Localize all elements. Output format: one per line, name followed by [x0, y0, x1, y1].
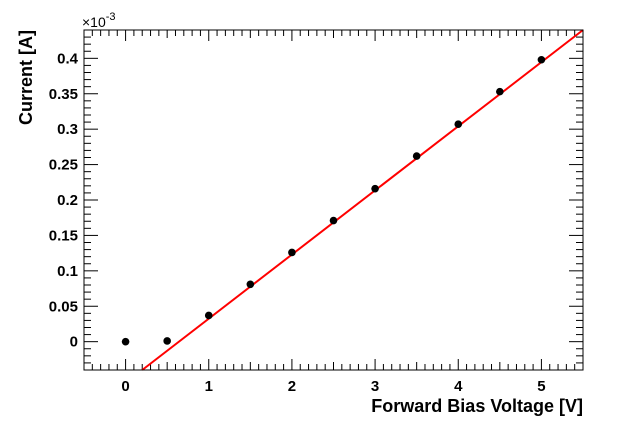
plot-frame [83, 29, 584, 371]
multiplier-base: ×10 [82, 14, 106, 30]
y-tick-label: 0 [70, 334, 78, 351]
data-point [121, 337, 130, 346]
x-tick-label: 5 [537, 378, 545, 395]
y-tick-label: 0.35 [49, 86, 78, 103]
x-axis-title: Forward Bias Voltage [V] [371, 396, 583, 416]
data-point [204, 311, 213, 320]
data-point [454, 120, 463, 129]
y-axis-title: Current [A] [16, 30, 36, 125]
y-tick-label: 0.2 [57, 192, 78, 209]
x-tick-label: 3 [371, 378, 379, 395]
x-tick-label: 0 [121, 378, 129, 395]
x-tick-label: 4 [454, 378, 463, 395]
y-axis-multiplier: ×10-3 [82, 11, 116, 30]
x-tick-label: 2 [288, 378, 296, 395]
data-point [537, 55, 546, 64]
data-point [412, 152, 421, 160]
multiplier-exponent: -3 [106, 11, 116, 23]
y-tick-label: 0.1 [57, 263, 78, 280]
axis-tick-labels: 0 1 2 3 4 5 0 0.05 0.1 0.15 0.2 0.25 0.3 0.35 0.4 [49, 50, 546, 395]
data-point [329, 216, 338, 225]
y-tick-label: 0.25 [49, 157, 78, 174]
data-point [163, 337, 171, 345]
y-tick-label: 0.15 [49, 227, 78, 244]
data-points [121, 55, 546, 346]
data-point [496, 87, 504, 96]
data-point [246, 280, 255, 289]
y-tick-label: 0.3 [57, 121, 78, 138]
fit-line [141, 29, 584, 371]
y-tick-label: 0.4 [57, 50, 79, 67]
y-tick-label: 0.05 [49, 298, 78, 315]
data-point [371, 184, 379, 193]
x-tick-label: 1 [205, 378, 213, 395]
data-point [288, 248, 296, 257]
axis-ticks [83, 29, 584, 371]
